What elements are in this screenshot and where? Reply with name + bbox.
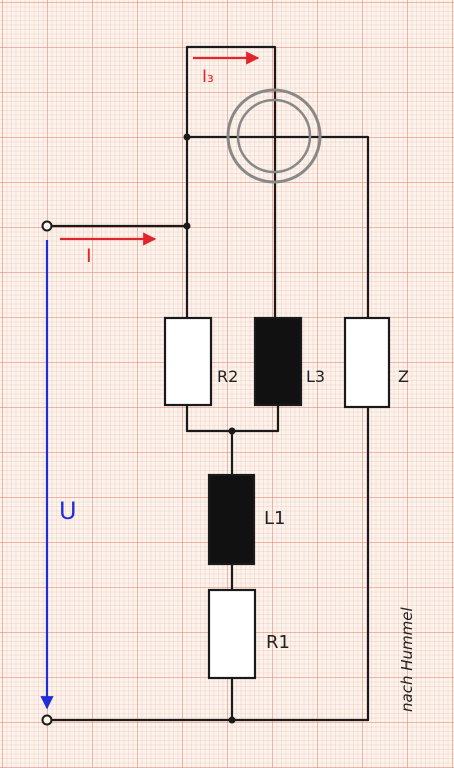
credit-text: nach Hummel [398,607,416,712]
wire-r2-l3-join [185,403,280,433]
label-r2: R2 [217,367,238,386]
junction-dot [183,222,191,230]
junction-dot [228,427,236,435]
label-r1: R1 [266,632,290,653]
meter-ring [226,88,322,184]
label-l3: L3 [306,367,325,386]
label-i: I [86,245,92,267]
label-u: U [59,497,77,525]
inductor-l1 [207,473,256,566]
label-l1: L1 [264,508,285,529]
resistor-r1 [207,588,257,680]
impedance-z [343,316,391,409]
junction-dots [183,133,236,724]
wire-top-loop [185,45,277,139]
resistor-r2 [163,316,213,407]
terminal-bottom [41,714,53,726]
junction-dot [183,133,191,141]
inductor-l3 [253,316,303,407]
label-i3: I₃ [202,67,214,87]
wire-meter-to-z [185,135,370,320]
terminal-top [41,220,53,232]
junction-dot [228,716,236,724]
label-z: Z [398,367,409,386]
